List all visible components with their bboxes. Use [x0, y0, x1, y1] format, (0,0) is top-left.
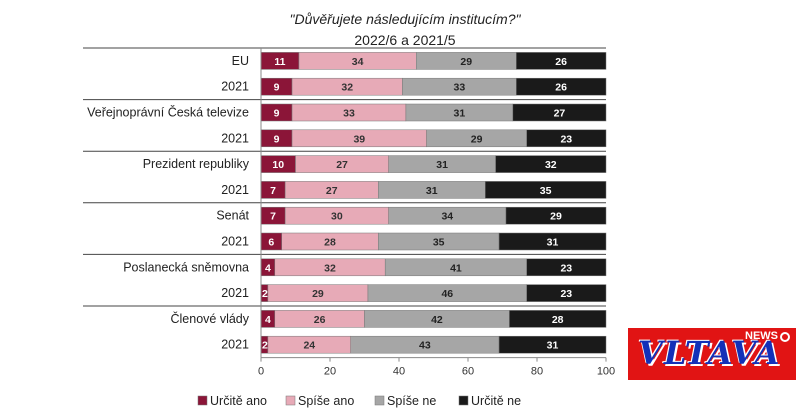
row-label: 2021	[221, 338, 249, 352]
data-label: 4	[265, 314, 271, 326]
legend-label: Určitě ne	[471, 394, 521, 408]
legend-label: Určitě ano	[210, 394, 267, 408]
data-label: 23	[560, 288, 572, 300]
x-tick-label: 100	[597, 366, 615, 378]
legend-swatch	[197, 395, 208, 406]
data-label: 41	[450, 262, 462, 274]
bar-segment	[498, 335, 607, 354]
data-label: 33	[454, 82, 466, 94]
bar-segment	[516, 52, 607, 70]
row-label: Prezident republiky	[143, 157, 250, 171]
data-label: 27	[336, 159, 348, 171]
bar-segment	[485, 181, 607, 199]
x-tick-label: 20	[324, 366, 336, 378]
row-label: EU	[232, 54, 249, 68]
data-label: 39	[353, 133, 365, 145]
row-label: 2021	[221, 131, 249, 145]
legend-label: Spíše ano	[298, 394, 354, 408]
row-label: Veřejnoprávní Česká televize	[87, 105, 249, 120]
data-label: 9	[274, 108, 280, 120]
logo-text: VLTAVA	[638, 334, 781, 372]
row-label: 2021	[221, 235, 249, 249]
data-label: 26	[555, 82, 567, 94]
data-label: 29	[471, 133, 483, 145]
data-label: 28	[324, 237, 336, 249]
chart-subtitle: 2022/6 a 2021/5	[354, 32, 455, 48]
data-label: 29	[312, 288, 324, 300]
vltava-news-logo: VLTAVA NEWS	[626, 326, 798, 382]
data-label: 30	[331, 211, 343, 223]
data-label: 31	[547, 237, 559, 249]
x-tick-label: 60	[462, 366, 474, 378]
logo-mark-icon	[780, 332, 790, 342]
data-label: 26	[314, 314, 326, 326]
bar-segment	[512, 103, 607, 122]
logo-subtext: NEWS	[745, 330, 778, 342]
data-label: 31	[426, 185, 438, 197]
data-label: 35	[540, 185, 552, 197]
bar-segment	[526, 129, 607, 148]
bar-segment	[516, 77, 607, 96]
row-label: 2021	[221, 183, 249, 197]
data-label: 23	[560, 262, 572, 274]
bar-segment	[526, 284, 607, 302]
row-label: Poslanecká sněmovna	[123, 260, 249, 274]
legend-label: Spíše ne	[387, 394, 436, 408]
data-label: 6	[268, 237, 274, 249]
data-label: 43	[419, 340, 431, 352]
data-label: 24	[303, 340, 315, 352]
data-label: 33	[343, 108, 355, 120]
data-label: 42	[431, 314, 443, 326]
data-label: 32	[545, 159, 557, 171]
data-label: 2	[262, 288, 268, 300]
data-label: 31	[436, 159, 448, 171]
bar-segment	[505, 206, 607, 225]
data-label: 31	[547, 340, 559, 352]
row-label: 2021	[221, 80, 249, 94]
legend: Určitě ano Spíše ano Spíše ne Určitě ne	[197, 394, 521, 408]
data-label: 35	[433, 237, 445, 249]
data-label: 34	[352, 56, 364, 68]
data-label: 10	[272, 159, 284, 171]
data-label: 23	[560, 133, 572, 145]
data-label: 26	[555, 56, 567, 68]
data-label: 27	[554, 108, 566, 120]
data-label: 46	[441, 288, 453, 300]
bar-segment	[526, 258, 607, 277]
data-label: 31	[454, 108, 466, 120]
data-label: 7	[270, 211, 276, 223]
data-label: 27	[326, 185, 338, 197]
x-tick-label: 40	[393, 366, 405, 378]
data-label: 28	[552, 314, 564, 326]
chart-title: "Důvěřujete následujícím institucím?"	[290, 11, 522, 27]
data-label: 7	[270, 185, 276, 197]
data-label: 29	[460, 56, 472, 68]
row-label: 2021	[221, 286, 249, 300]
row-label: Senát	[216, 209, 249, 223]
legend-swatch	[285, 395, 296, 406]
data-label: 4	[265, 262, 271, 274]
row-label: Členové vlády	[170, 311, 249, 326]
x-axis: 0 20 40 60 80 100	[258, 357, 615, 378]
legend-swatch	[458, 395, 469, 406]
x-tick-label: 80	[531, 366, 543, 378]
legend-swatch	[374, 395, 385, 406]
data-label: 11	[274, 56, 285, 68]
data-label: 29	[550, 211, 562, 223]
bar-segment	[498, 232, 607, 251]
data-label: 32	[324, 262, 336, 274]
x-tick-label: 0	[258, 366, 264, 378]
bar-segment	[509, 310, 607, 328]
bar-segment	[495, 155, 607, 173]
data-label: 32	[341, 82, 353, 94]
data-label: 9	[274, 82, 280, 94]
data-label: 34	[441, 211, 453, 223]
data-label: 2	[262, 340, 268, 352]
data-label: 9	[274, 133, 280, 145]
